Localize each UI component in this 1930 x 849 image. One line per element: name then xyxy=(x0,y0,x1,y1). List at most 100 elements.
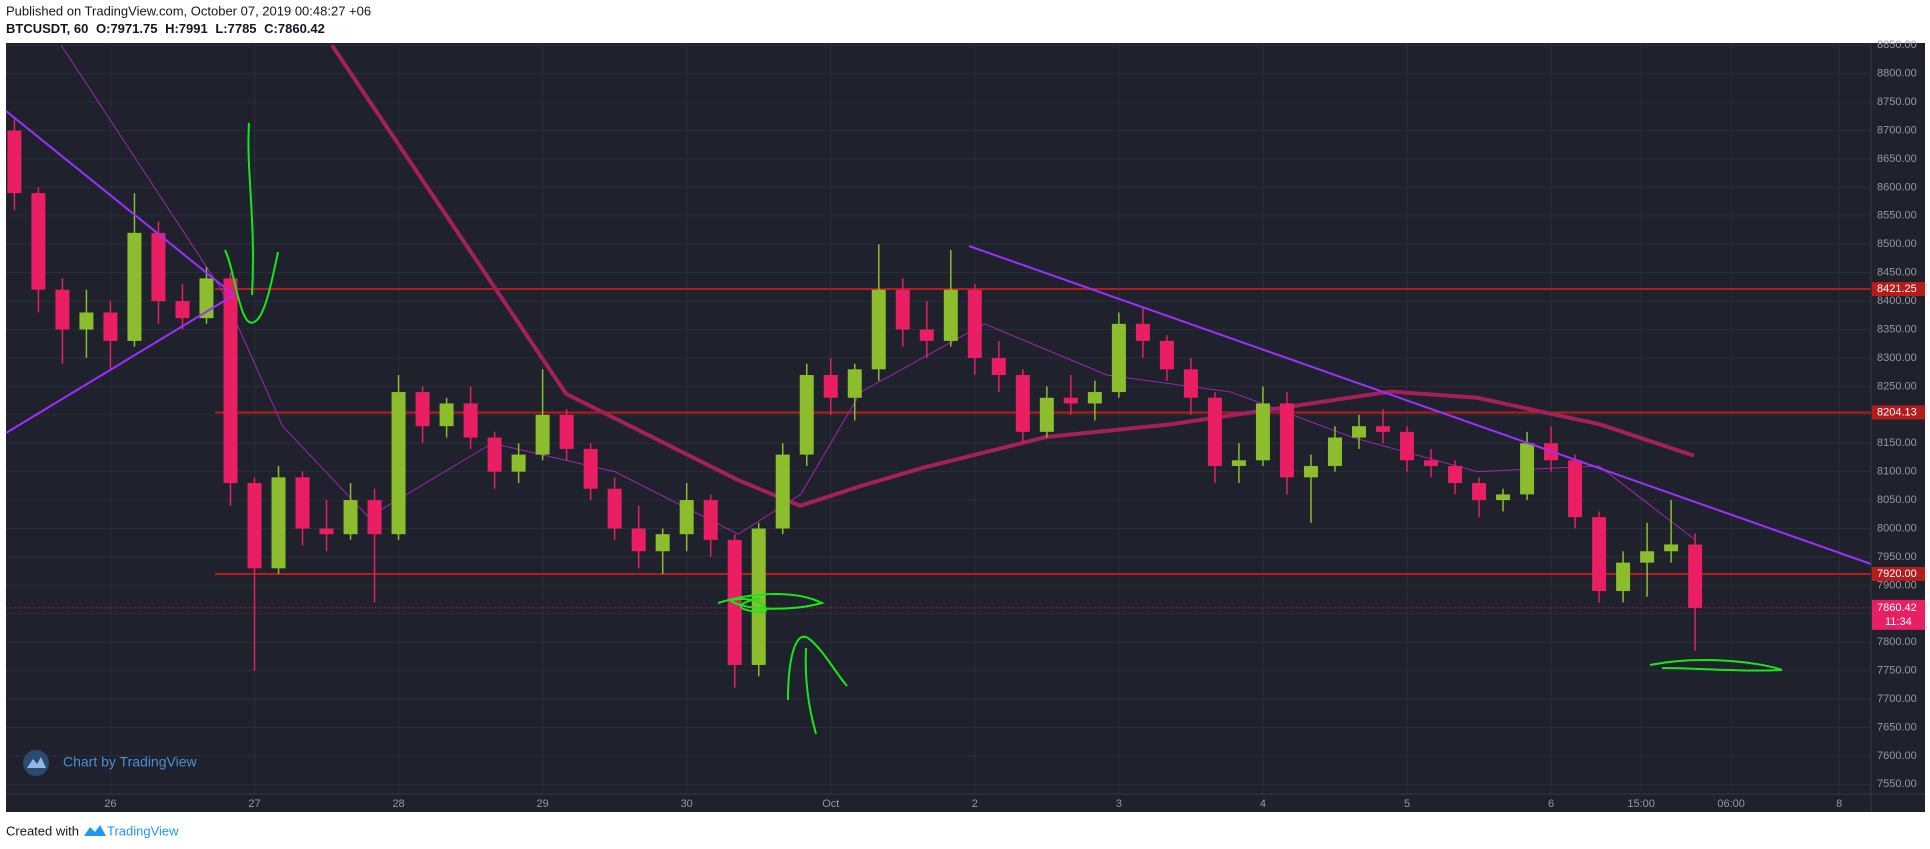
candle-body xyxy=(1520,443,1535,495)
candle-body xyxy=(1424,460,1439,466)
drawings xyxy=(5,110,1872,735)
y-tick-label: 8250.00 xyxy=(1877,380,1917,392)
ohlc-label: L: xyxy=(215,21,227,36)
candle-body xyxy=(1087,392,1102,404)
y-tick-label: 8150.00 xyxy=(1877,437,1917,449)
candle-body xyxy=(799,375,814,455)
x-tick-label: Oct xyxy=(822,798,839,810)
candle-body xyxy=(1327,437,1342,466)
candle-body xyxy=(175,301,190,319)
y-tick-label: 7750.00 xyxy=(1877,665,1917,677)
candle-body xyxy=(103,312,118,341)
candle-body xyxy=(1616,562,1631,592)
level-label: 8421.25 xyxy=(1877,283,1917,295)
candle-body xyxy=(679,500,694,535)
y-tick-label: 7650.00 xyxy=(1877,721,1917,733)
candle-body xyxy=(535,414,550,455)
candle-body xyxy=(1135,323,1150,341)
candle-body xyxy=(343,500,358,535)
candle-body xyxy=(31,193,46,290)
candle-body xyxy=(775,454,790,529)
candle-body xyxy=(559,414,574,449)
candle-body xyxy=(1063,397,1078,404)
y-tick-label: 8400.00 xyxy=(1877,295,1917,307)
candle-body xyxy=(151,232,166,302)
y-tick-label: 8000.00 xyxy=(1877,522,1917,534)
candle-body xyxy=(1351,426,1366,438)
y-tick-label: 8800.00 xyxy=(1877,68,1917,80)
level-label-box xyxy=(1872,405,1925,420)
candle-body xyxy=(583,448,598,489)
freehand-mark xyxy=(1649,659,1783,672)
ohlc-value: 7860.42 xyxy=(278,21,325,36)
watermark-icon xyxy=(27,757,46,768)
trend-line xyxy=(5,294,235,434)
x-tick-label: 29 xyxy=(537,798,549,810)
published-note: Published on TradingView.com, October 07… xyxy=(6,3,371,18)
freehand-mark xyxy=(717,593,825,614)
candle-body xyxy=(1039,397,1054,432)
moving-average xyxy=(60,44,1696,541)
candle-body xyxy=(871,289,886,370)
ohlc-label: C: xyxy=(264,21,278,36)
candle-body xyxy=(1111,323,1126,393)
x-tick-label: 28 xyxy=(392,798,404,810)
candle-body xyxy=(1472,483,1487,501)
level-label-box xyxy=(1872,282,1925,297)
x-tick-label: 3 xyxy=(1116,798,1122,810)
candle-body xyxy=(1592,517,1607,592)
y-tick-label: 8350.00 xyxy=(1877,323,1917,335)
y-tick-label: 7950.00 xyxy=(1877,551,1917,563)
y-tick-label: 7700.00 xyxy=(1877,693,1917,705)
footer-brand[interactable]: TradingView xyxy=(107,823,179,838)
candle-body xyxy=(439,403,454,427)
x-tick-label: 30 xyxy=(681,798,693,810)
y-tick-label: 8650.00 xyxy=(1877,153,1917,165)
symbol-line: BTCUSDT, 60 O:7971.75 H:7991 L:7785 C:78… xyxy=(6,21,325,36)
symbol: BTCUSDT, 60 xyxy=(6,21,88,36)
level-label: 8204.13 xyxy=(1877,406,1917,418)
candle-body xyxy=(1664,544,1679,552)
footer-logo xyxy=(84,825,106,836)
candle-body xyxy=(1640,551,1655,563)
candle-body xyxy=(1400,431,1415,461)
candle-body xyxy=(199,278,214,319)
x-tick-label: 2 xyxy=(972,798,978,810)
ohlc-value: 7971.75 xyxy=(110,21,157,36)
ohlc-label: O: xyxy=(96,21,110,36)
level-label-box xyxy=(1872,566,1925,581)
level-label: 7920.00 xyxy=(1877,568,1917,580)
candle-body xyxy=(847,369,862,398)
y-tick-label: 8600.00 xyxy=(1877,181,1917,193)
candle-body xyxy=(415,392,430,427)
candle-body xyxy=(607,488,622,529)
x-tick-label: 5 xyxy=(1404,798,1410,810)
axes: 7550.00 7600.00 7650.00 7700.00 7750.00 7800.… xyxy=(104,39,1925,810)
x-tick-label: 4 xyxy=(1260,798,1266,810)
candle-body xyxy=(1448,465,1463,484)
candle-body xyxy=(655,534,670,552)
x-tick-label: 27 xyxy=(248,798,260,810)
candle-body xyxy=(1279,403,1294,478)
y-tick-label: 8300.00 xyxy=(1877,352,1917,364)
y-tick-label: 8050.00 xyxy=(1877,494,1917,506)
candle-body xyxy=(271,477,286,569)
y-tick-label: 8750.00 xyxy=(1877,96,1917,108)
ohlc-value: 7991 xyxy=(179,21,208,36)
last-price-label: 7860.42 xyxy=(1877,602,1917,614)
candle-body xyxy=(943,289,958,341)
y-tick-label: 7550.00 xyxy=(1877,778,1917,790)
trend-line xyxy=(5,110,235,296)
watermark: Chart by TradingView xyxy=(63,754,197,770)
freehand-mark xyxy=(247,122,254,296)
candle-body xyxy=(1303,465,1318,478)
candle-body xyxy=(295,477,310,529)
candle-body xyxy=(1207,397,1222,466)
x-tick-label: 8 xyxy=(1836,798,1842,810)
candle-body xyxy=(511,454,526,472)
candle-body xyxy=(319,528,334,535)
candle-body xyxy=(391,392,406,535)
candle-body xyxy=(127,232,142,341)
candle-body xyxy=(1688,544,1703,608)
